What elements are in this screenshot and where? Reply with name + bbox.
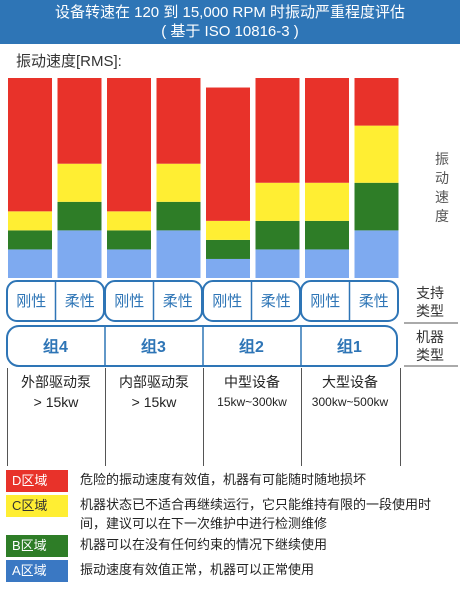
bar-segment <box>107 249 151 278</box>
bar-segment <box>8 78 52 212</box>
vibration-speed-char: 振 <box>435 151 449 167</box>
bar-segment <box>156 201 201 231</box>
divider-line <box>7 368 8 466</box>
group-2-description: 中型设备 15kw~300kw <box>204 372 300 412</box>
machine-type-label: 机器 类型 <box>410 328 450 364</box>
bar-segment <box>156 230 201 278</box>
bar-segment <box>255 249 300 278</box>
group-4-description: 外部驱动泵 > 15kw <box>8 372 104 412</box>
bar-segment <box>354 230 399 278</box>
bar-segment <box>156 78 201 164</box>
bar-segment <box>8 211 52 231</box>
support-type-label: 刚性 <box>310 293 340 310</box>
bar-segment <box>305 182 349 221</box>
bar-segment <box>107 211 151 231</box>
machine-group-label: 组4 <box>43 337 68 356</box>
divider-line <box>203 368 204 466</box>
support-type-label-line: 类型 <box>416 303 444 319</box>
vibration-speed-char: 速 <box>435 189 449 205</box>
support-type-label-line: 支持 <box>416 285 444 301</box>
legend-key-b: B区域 <box>6 535 68 557</box>
machine-type-label-line: 机器 <box>416 329 444 345</box>
legend-key-a: A区域 <box>6 560 68 582</box>
group-4-desc-line2: > 15kw <box>33 394 79 410</box>
legend-key-c: C区域 <box>6 495 68 517</box>
divider-line <box>400 368 401 466</box>
bar-segment <box>305 220 349 250</box>
legend-row-a: A区域 振动速度有效值正常，机器可以正常使用 <box>6 560 454 582</box>
support-type-label: 柔性 <box>65 293 95 310</box>
machine-group-label: 组3 <box>141 337 166 356</box>
support-type-label: 柔性 <box>163 293 193 310</box>
group-4-desc-line1: 外部驱动泵 <box>21 374 91 390</box>
bar-segment <box>206 239 250 259</box>
bar-segment <box>206 258 250 278</box>
group-1-desc-line2: 300kw~500kw <box>311 395 389 409</box>
group-1-description: 大型设备 300kw~500kw <box>302 372 398 412</box>
divider-line <box>105 368 106 466</box>
legend-row-c: C区域 机器状态已不适合再继续运行，它只能维持有限的一段使用时间，建议可以在下一… <box>6 495 454 533</box>
support-type-label: 刚性 <box>114 293 144 310</box>
machine-type-label-line: 类型 <box>416 347 444 363</box>
group-2-desc-line2: 15kw~300kw <box>217 395 287 409</box>
machine-group-label: 组2 <box>239 337 264 356</box>
support-type-label: 刚性 <box>16 293 46 310</box>
legend-key-d: D区域 <box>6 470 68 492</box>
title-bar: 设备转速在 120 到 15,000 RPM 时振动严重程度评估 ( 基于 IS… <box>0 0 460 44</box>
bar-segment <box>206 220 250 240</box>
bar-segment <box>107 78 151 212</box>
support-type-label: 刚性 <box>212 293 242 310</box>
bar-segment <box>354 78 399 126</box>
bar-segment <box>305 78 349 183</box>
legend-text-a: 振动速度有效值正常，机器可以正常使用 <box>80 562 315 577</box>
bar-segment <box>8 230 52 250</box>
machine-group-label: 组1 <box>337 337 362 356</box>
support-type-label: 支持 类型 <box>410 284 450 320</box>
bar-segment <box>57 201 102 231</box>
legend-row-d: D区域 危险的振动速度有效值，机器有可能随时随地损坏 <box>6 470 454 492</box>
bar-segment <box>305 249 349 278</box>
group-1-desc-line1: 大型设备 <box>322 374 378 390</box>
legend-row-b: B区域 机器可以在没有任何约束的情况下继续使用 <box>6 535 454 557</box>
group-3-desc-line2: > 15kw <box>131 394 177 410</box>
bar-segment <box>255 78 300 183</box>
bar-segment <box>57 78 102 164</box>
vibration-speed-char: 动 <box>435 170 449 186</box>
legend-text-c: 机器状态已不适合再继续运行，它只能维持有限的一段使用时间，建议可以在下一次维护中… <box>80 497 432 531</box>
vibration-speed-char: 度 <box>435 208 449 224</box>
bar-segment <box>206 87 250 221</box>
bar-segment <box>107 230 151 250</box>
vibration-speed-label: 振 动 速 度 <box>432 150 452 226</box>
bar-segment <box>255 182 300 221</box>
group-2-desc-line1: 中型设备 <box>224 374 280 390</box>
bar-segment <box>354 182 399 231</box>
support-type-label: 柔性 <box>261 293 291 310</box>
bar-segment <box>255 220 300 250</box>
support-type-label: 柔性 <box>359 293 389 310</box>
bar-segment <box>354 125 399 183</box>
y-axis-label: 振动速度[RMS]: <box>16 53 122 70</box>
bar-segment <box>8 249 52 278</box>
bar-segment <box>57 163 102 202</box>
title-line-2: ( 基于 ISO 10816-3 ) <box>161 23 299 40</box>
title-line-1: 设备转速在 120 到 15,000 RPM 时振动严重程度评估 <box>54 4 406 21</box>
divider-line <box>301 368 302 466</box>
group-3-desc-line1: 内部驱动泵 <box>119 374 189 390</box>
legend-text-d: 危险的振动速度有效值，机器有可能随时随地损坏 <box>80 472 367 487</box>
group-3-description: 内部驱动泵 > 15kw <box>106 372 202 412</box>
legend-text-b: 机器可以在没有任何约束的情况下继续使用 <box>80 537 328 552</box>
bar-segment <box>57 230 102 278</box>
bar-segment <box>156 163 201 202</box>
